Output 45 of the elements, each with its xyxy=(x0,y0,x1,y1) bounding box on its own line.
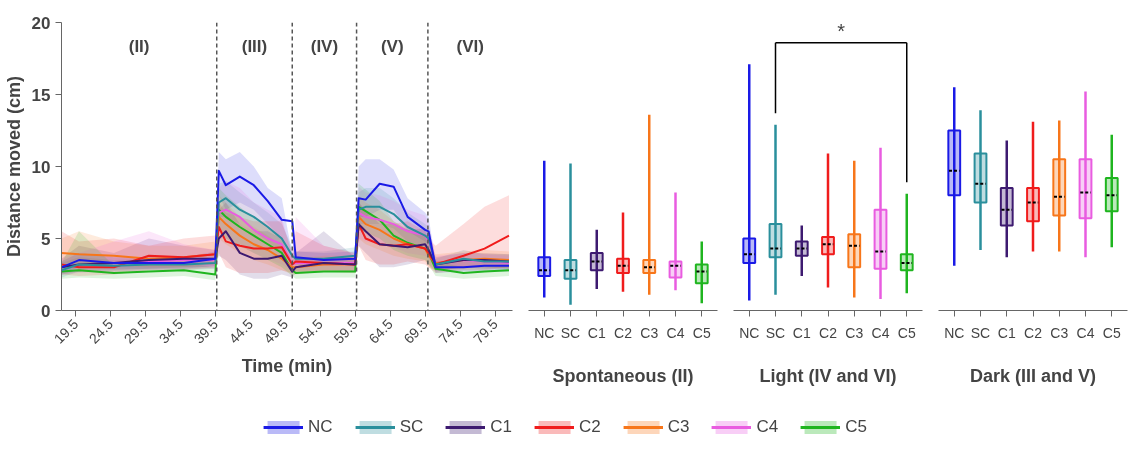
x-axis-title: Dark (III and V) xyxy=(969,365,1097,386)
y-tick-label: 20 xyxy=(31,13,51,33)
annotation: (II) xyxy=(128,37,150,57)
legend-label: C1 xyxy=(490,417,512,437)
x-tick-label: C5 xyxy=(1102,324,1121,341)
x-tick-label: C1 xyxy=(997,324,1016,341)
legend-label: C2 xyxy=(578,417,601,437)
x-tick-label: C2 xyxy=(1024,324,1043,341)
x-tick-label: C5 xyxy=(897,324,916,341)
x-tick-label: NC xyxy=(944,324,965,341)
annotation: * xyxy=(837,19,846,42)
x-tick-label: C4 xyxy=(1076,324,1095,341)
legend-label: SC xyxy=(399,417,424,437)
x-tick-label: C2 xyxy=(819,324,838,341)
x-tick-label: C2 xyxy=(614,324,633,341)
y-tick-label: 10 xyxy=(31,157,51,177)
x-axis-title: Spontaneous (II) xyxy=(552,365,694,386)
x-tick-label: C4 xyxy=(871,324,890,341)
line-series xyxy=(61,169,510,269)
legend-label: C4 xyxy=(756,417,779,437)
x-tick-label: SC xyxy=(560,324,581,341)
x-tick-label: C4 xyxy=(666,324,685,341)
annotation: (VI) xyxy=(456,37,484,57)
x-tick-label: C1 xyxy=(587,324,606,341)
legend-label: C3 xyxy=(667,417,690,437)
x-tick-label: SC xyxy=(765,324,786,341)
x-tick-label: C3 xyxy=(1050,324,1069,341)
x-tick-label: NC xyxy=(739,324,760,341)
x-tick-label: SC xyxy=(970,324,991,341)
x-axis-title: Light (IV and VI) xyxy=(759,365,897,386)
x-tick-label: C5 xyxy=(692,324,711,341)
x-axis-title: Time (min) xyxy=(241,356,333,377)
annotation: (V) xyxy=(380,37,404,57)
y-axis-title: Distance moved (cm) xyxy=(3,75,24,258)
legend-label: NC xyxy=(308,417,333,437)
legend-label: C5 xyxy=(845,417,867,437)
annotation: (III) xyxy=(241,37,268,57)
y-tick-label: 5 xyxy=(41,229,51,249)
x-tick-label: NC xyxy=(534,324,555,341)
annotation: (IV) xyxy=(310,37,339,57)
y-tick-label: 0 xyxy=(41,301,51,321)
y-tick-label: 15 xyxy=(31,85,51,105)
x-tick-label: C3 xyxy=(845,324,864,341)
x-tick-label: C1 xyxy=(792,324,811,341)
x-tick-label: C3 xyxy=(640,324,659,341)
